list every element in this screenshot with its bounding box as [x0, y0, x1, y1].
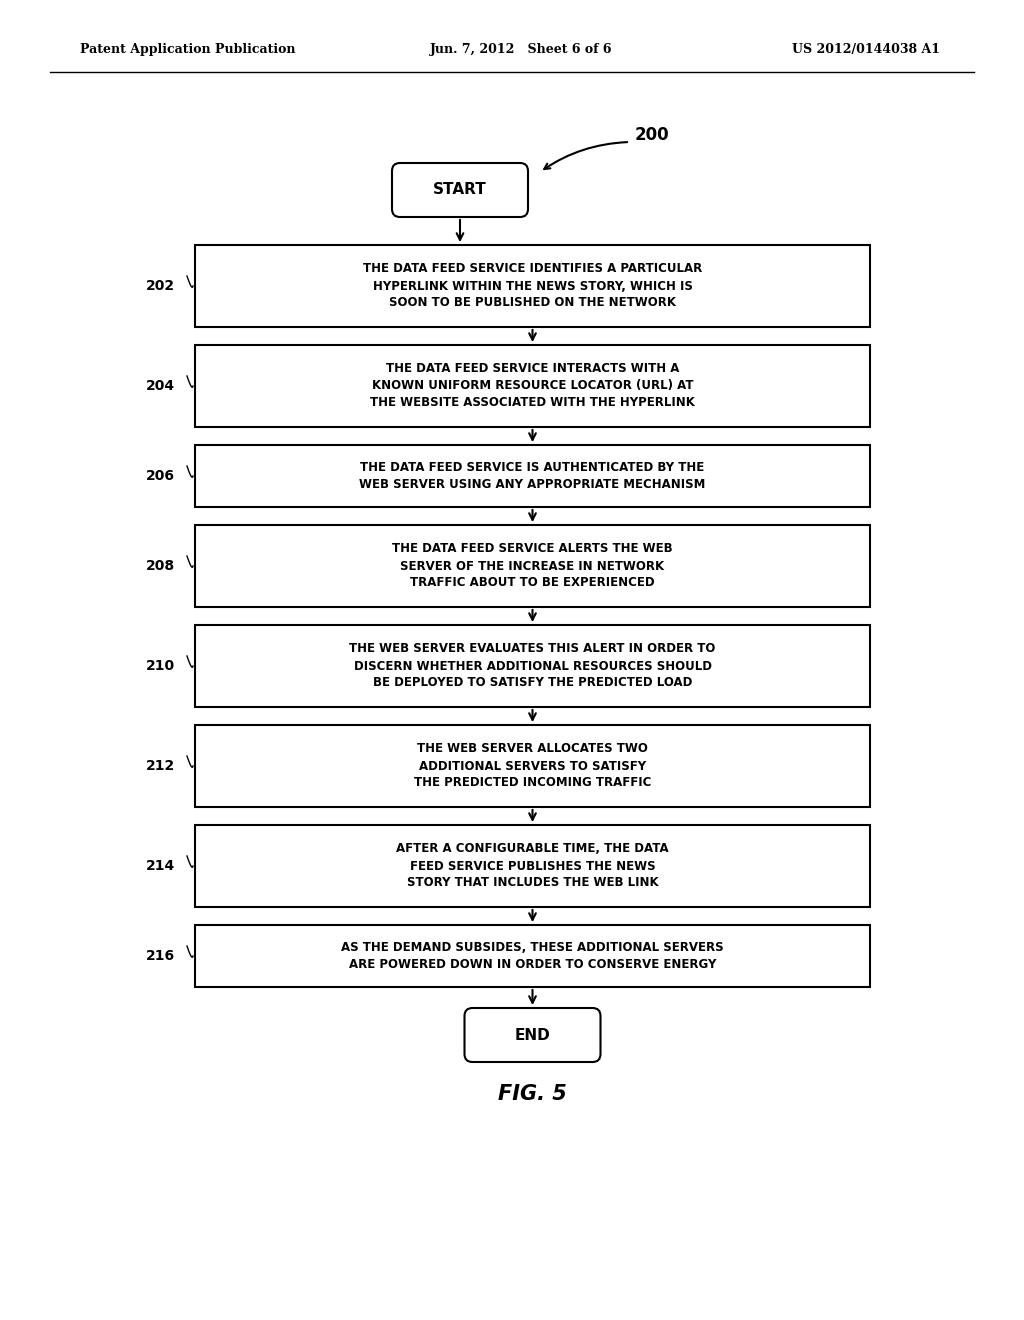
Text: THE DATA FEED SERVICE ALERTS THE WEB
SERVER OF THE INCREASE IN NETWORK
TRAFFIC A: THE DATA FEED SERVICE ALERTS THE WEB SER…	[392, 543, 673, 590]
Text: THE DATA FEED SERVICE IS AUTHENTICATED BY THE
WEB SERVER USING ANY APPROPRIATE M: THE DATA FEED SERVICE IS AUTHENTICATED B…	[359, 461, 706, 491]
Bar	[195, 624, 870, 708]
Bar	[195, 925, 870, 987]
Bar	[195, 445, 870, 507]
Text: 206: 206	[146, 469, 175, 483]
Text: US 2012/0144038 A1: US 2012/0144038 A1	[792, 44, 940, 57]
FancyBboxPatch shape	[465, 1008, 600, 1063]
Text: 216: 216	[145, 949, 175, 964]
Text: END: END	[515, 1027, 550, 1043]
Text: AFTER A CONFIGURABLE TIME, THE DATA
FEED SERVICE PUBLISHES THE NEWS
STORY THAT I: AFTER A CONFIGURABLE TIME, THE DATA FEED…	[396, 842, 669, 890]
Text: THE DATA FEED SERVICE INTERACTS WITH A
KNOWN UNIFORM RESOURCE LOCATOR (URL) AT
T: THE DATA FEED SERVICE INTERACTS WITH A K…	[370, 363, 695, 409]
Bar	[195, 246, 870, 327]
Text: 208: 208	[145, 558, 175, 573]
Bar	[195, 725, 870, 807]
Text: THE WEB SERVER EVALUATES THIS ALERT IN ORDER TO
DISCERN WHETHER ADDITIONAL RESOU: THE WEB SERVER EVALUATES THIS ALERT IN O…	[349, 643, 716, 689]
Text: Patent Application Publication: Patent Application Publication	[80, 44, 296, 57]
Text: FIG. 5: FIG. 5	[498, 1084, 567, 1104]
FancyBboxPatch shape	[392, 162, 528, 216]
Text: 210: 210	[145, 659, 175, 673]
Text: AS THE DEMAND SUBSIDES, THESE ADDITIONAL SERVERS
ARE POWERED DOWN IN ORDER TO CO: AS THE DEMAND SUBSIDES, THESE ADDITIONAL…	[341, 941, 724, 972]
Text: 214: 214	[145, 859, 175, 873]
Text: THE DATA FEED SERVICE IDENTIFIES A PARTICULAR
HYPERLINK WITHIN THE NEWS STORY, W: THE DATA FEED SERVICE IDENTIFIES A PARTI…	[362, 263, 702, 309]
Text: START: START	[433, 182, 486, 198]
Text: 202: 202	[145, 279, 175, 293]
Text: 200: 200	[635, 125, 670, 144]
Text: 204: 204	[145, 379, 175, 393]
Bar	[195, 525, 870, 607]
Text: Jun. 7, 2012   Sheet 6 of 6: Jun. 7, 2012 Sheet 6 of 6	[430, 44, 612, 57]
Text: 212: 212	[145, 759, 175, 774]
Bar	[195, 345, 870, 426]
Text: THE WEB SERVER ALLOCATES TWO
ADDITIONAL SERVERS TO SATISFY
THE PREDICTED INCOMIN: THE WEB SERVER ALLOCATES TWO ADDITIONAL …	[414, 742, 651, 789]
Bar	[195, 825, 870, 907]
